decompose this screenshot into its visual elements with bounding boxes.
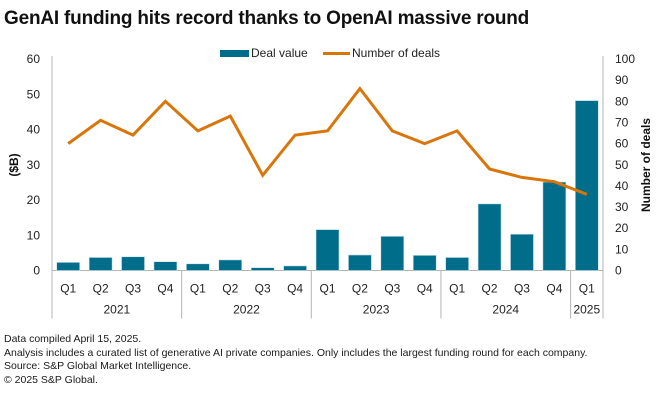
footer-copyright: © 2025 S&P Global. bbox=[4, 373, 98, 386]
y2-tick-label: 20 bbox=[615, 221, 629, 235]
x-group-label: 2022 bbox=[233, 303, 260, 317]
x-tick-label: Q2 bbox=[93, 282, 109, 296]
x-tick-label: Q2 bbox=[222, 282, 238, 296]
footer-analysis-note: Analysis includes a curated list of gene… bbox=[4, 346, 588, 359]
legend-label-number-of-deals: Number of deals bbox=[352, 46, 440, 60]
bar-deal-value bbox=[283, 265, 307, 271]
x-tick-label: Q4 bbox=[287, 282, 303, 296]
y2-tick-label: 40 bbox=[615, 179, 629, 193]
legend: Deal value Number of deals bbox=[220, 46, 440, 60]
x-tick-label: Q1 bbox=[449, 282, 465, 296]
y2-tick-label: 100 bbox=[615, 52, 635, 66]
chart-title: GenAI funding hits record thanks to Open… bbox=[4, 8, 530, 29]
y2-tick-label: 10 bbox=[615, 242, 629, 256]
bar-deal-value bbox=[218, 259, 243, 271]
x-tick-label: Q1 bbox=[190, 282, 206, 296]
y2-tick-label: 90 bbox=[615, 73, 629, 87]
x-group-label: 2023 bbox=[363, 303, 390, 317]
bar-deal-value bbox=[510, 233, 534, 271]
y-tick-label: 10 bbox=[27, 228, 41, 242]
x-tick-label: Q4 bbox=[417, 282, 433, 296]
y-tick-label: 50 bbox=[27, 87, 41, 101]
bar-deal-value bbox=[542, 181, 567, 271]
x-tick-label: Q1 bbox=[579, 282, 595, 296]
combo-chart: Deal value Number of deals ($B) Number o… bbox=[7, 46, 653, 319]
x-tick-label: Q1 bbox=[60, 282, 76, 296]
bar-deal-value bbox=[88, 257, 113, 271]
y2-tick-label: 0 bbox=[615, 264, 622, 278]
y-axis-title: ($B) bbox=[7, 153, 21, 176]
x-group-label: 2021 bbox=[103, 303, 130, 317]
y-tick-label: 0 bbox=[33, 264, 40, 278]
x-tick-label: Q4 bbox=[546, 282, 562, 296]
y2-tick-label: 80 bbox=[615, 94, 629, 108]
y2-axis-title: Number of deals bbox=[639, 118, 653, 212]
bar-deal-value bbox=[315, 229, 340, 271]
y-tick-label: 60 bbox=[27, 52, 41, 66]
y2-tick-label: 30 bbox=[615, 200, 629, 214]
legend-label-deal-value: Deal value bbox=[251, 46, 308, 60]
x-group-label: 2025 bbox=[573, 303, 600, 317]
x-tick-label: Q1 bbox=[319, 282, 335, 296]
y2-tick-label: 50 bbox=[615, 158, 629, 172]
bar-deal-value bbox=[186, 263, 210, 271]
y2-tick-label: 70 bbox=[615, 115, 629, 129]
footer-notes: Data compiled April 15, 2025. Analysis i… bbox=[4, 333, 587, 387]
x-tick-label: Q3 bbox=[514, 282, 530, 296]
bar-deal-value bbox=[348, 254, 372, 271]
footer-data-compiled: Data compiled April 15, 2025. bbox=[4, 333, 142, 345]
footer-source: Source: S&P Global Market Intelligence. bbox=[4, 360, 192, 373]
bar-deal-value bbox=[412, 255, 437, 271]
bar-deal-value bbox=[445, 257, 469, 271]
bar-deal-value bbox=[153, 261, 178, 271]
line-number-of-deals bbox=[67, 86, 588, 196]
y-tick-label: 40 bbox=[27, 123, 41, 137]
y-tick-label: 30 bbox=[27, 158, 41, 172]
x-tick-label: Q3 bbox=[125, 282, 141, 296]
x-group-label: 2024 bbox=[492, 303, 519, 317]
bar-deal-value bbox=[250, 267, 275, 271]
bar-deal-value bbox=[574, 100, 599, 271]
bar-deal-value bbox=[121, 256, 145, 271]
x-tick-label: Q2 bbox=[352, 282, 368, 296]
x-tick-label: Q3 bbox=[255, 282, 271, 296]
y2-tick-label: 60 bbox=[615, 137, 629, 151]
x-tick-label: Q4 bbox=[157, 282, 173, 296]
bar-deal-value bbox=[56, 262, 81, 271]
legend-swatch-deal-value bbox=[220, 50, 249, 57]
bar-deal-value bbox=[477, 203, 502, 271]
bar-deal-value bbox=[380, 236, 405, 271]
x-tick-label: Q3 bbox=[384, 282, 400, 296]
x-tick-label: Q2 bbox=[482, 282, 498, 296]
y-tick-label: 20 bbox=[27, 193, 41, 207]
